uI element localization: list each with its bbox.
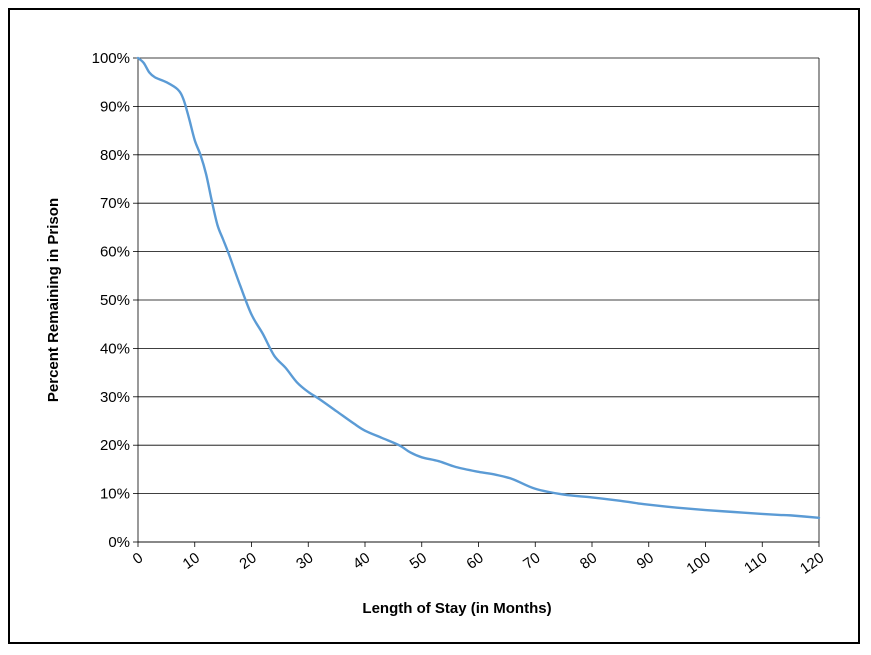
x-tick-label: 110 [741, 549, 770, 577]
x-tick-label: 60 [463, 549, 486, 572]
ticks-layer: 0% 10% 20% 30% 40% 50% 60% 70% 80% 90% 100% 0 10 20 30… [92, 50, 828, 578]
x-tick-label: 50 [407, 549, 430, 572]
x-tick-label: 100 [684, 549, 714, 577]
x-tick-label: 30 [293, 549, 316, 572]
y-tick-label: 70% [100, 195, 130, 212]
chart-frame: 0% 10% 20% 30% 40% 50% 60% 70% 80% 90% 100% 0 10 20 30… [8, 8, 860, 644]
y-tick-label: 20% [100, 437, 130, 454]
x-tick-label: 0 [130, 549, 147, 568]
y-tick-label: 100% [92, 50, 130, 67]
y-tick-label: 40% [100, 340, 130, 357]
x-tick-label: 90 [634, 549, 657, 572]
x-tick-label: 10 [180, 549, 203, 572]
y-tick-label: 80% [100, 147, 130, 164]
y-tick-label: 0% [108, 534, 130, 551]
x-axis-title: Length of Stay (in Months) [362, 600, 551, 617]
x-tick-label: 20 [236, 549, 259, 572]
grid-layer [138, 57, 819, 543]
y-axis-title: Percent Remaining in Prison [45, 198, 62, 402]
y-tick-label: 60% [100, 244, 130, 261]
y-tick-label: 50% [100, 292, 130, 309]
series-line [136, 56, 821, 519]
survival-line-chart: 0% 10% 20% 30% 40% 50% 60% 70% 80% 90% 100% 0 10 20 30… [45, 50, 828, 617]
y-tick-label: 30% [100, 389, 130, 406]
y-tick-label: 90% [100, 98, 130, 115]
x-tick-label: 80 [577, 549, 600, 572]
x-tick-label: 40 [350, 549, 373, 572]
y-tick-label: 10% [100, 486, 130, 503]
x-tick-label: 120 [797, 549, 827, 577]
series-layer [136, 56, 821, 519]
x-tick-label: 70 [520, 549, 543, 572]
